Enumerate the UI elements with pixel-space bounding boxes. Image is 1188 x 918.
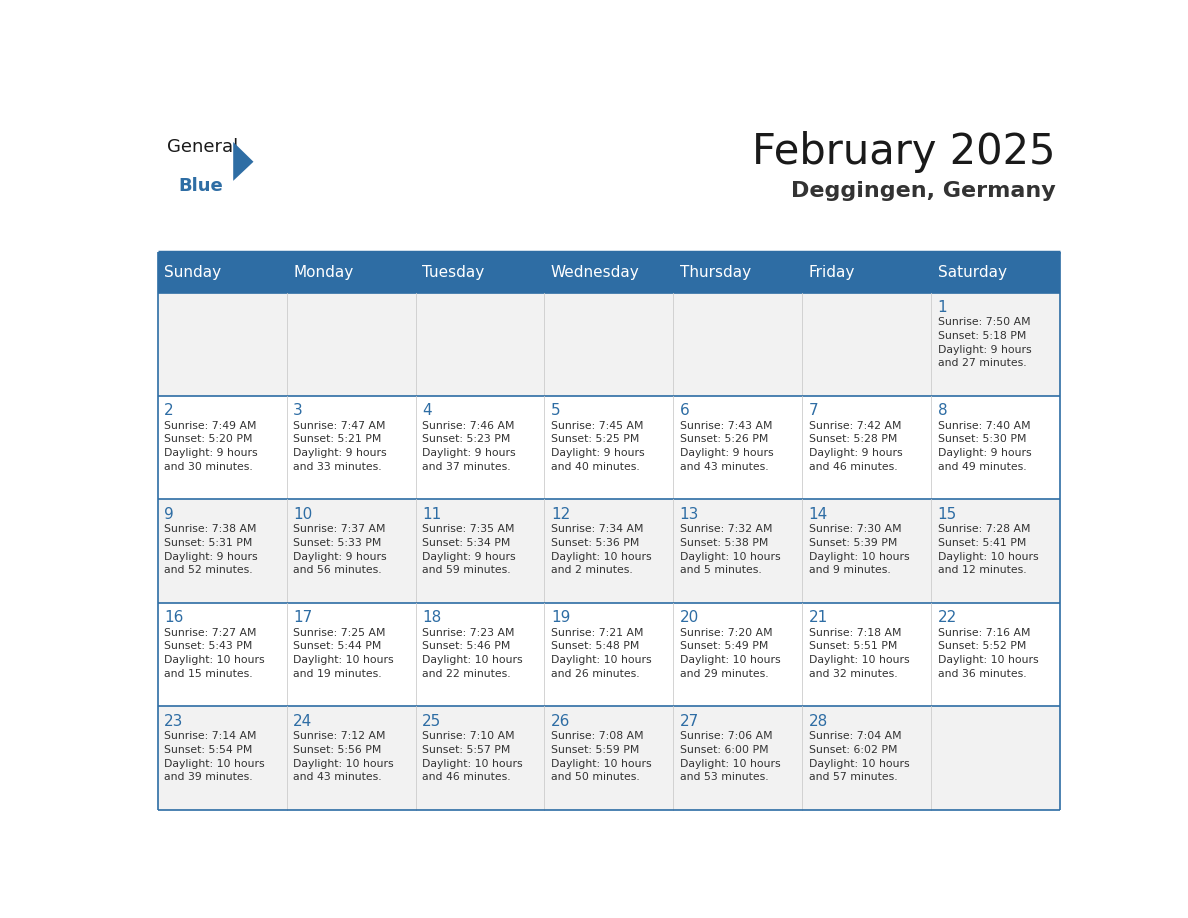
Text: Friday: Friday bbox=[809, 264, 855, 279]
Bar bbox=[674, 252, 802, 293]
Text: 16: 16 bbox=[164, 610, 183, 625]
Text: 4: 4 bbox=[422, 403, 431, 419]
Text: Sunrise: 7:20 AM
Sunset: 5:49 PM
Daylight: 10 hours
and 29 minutes.: Sunrise: 7:20 AM Sunset: 5:49 PM Dayligh… bbox=[680, 628, 781, 678]
Text: Wednesday: Wednesday bbox=[551, 264, 639, 279]
Text: Sunrise: 7:40 AM
Sunset: 5:30 PM
Daylight: 9 hours
and 49 minutes.: Sunrise: 7:40 AM Sunset: 5:30 PM Dayligh… bbox=[937, 420, 1031, 472]
Text: 14: 14 bbox=[809, 507, 828, 521]
Text: Sunrise: 7:37 AM
Sunset: 5:33 PM
Daylight: 9 hours
and 56 minutes.: Sunrise: 7:37 AM Sunset: 5:33 PM Dayligh… bbox=[293, 524, 386, 576]
Text: Sunrise: 7:23 AM
Sunset: 5:46 PM
Daylight: 10 hours
and 22 minutes.: Sunrise: 7:23 AM Sunset: 5:46 PM Dayligh… bbox=[422, 628, 523, 678]
Text: Sunrise: 7:47 AM
Sunset: 5:21 PM
Daylight: 9 hours
and 33 minutes.: Sunrise: 7:47 AM Sunset: 5:21 PM Dayligh… bbox=[293, 420, 386, 472]
Bar bbox=[158, 707, 1060, 810]
Text: 18: 18 bbox=[422, 610, 441, 625]
Text: Sunrise: 7:18 AM
Sunset: 5:51 PM
Daylight: 10 hours
and 32 minutes.: Sunrise: 7:18 AM Sunset: 5:51 PM Dayligh… bbox=[809, 628, 909, 678]
Bar bbox=[158, 396, 1060, 499]
Text: 10: 10 bbox=[293, 507, 312, 521]
Text: 15: 15 bbox=[937, 507, 956, 521]
Bar bbox=[931, 252, 1060, 293]
Text: 8: 8 bbox=[937, 403, 947, 419]
Text: 1: 1 bbox=[937, 300, 947, 315]
Text: 25: 25 bbox=[422, 713, 441, 729]
Text: Sunrise: 7:21 AM
Sunset: 5:48 PM
Daylight: 10 hours
and 26 minutes.: Sunrise: 7:21 AM Sunset: 5:48 PM Dayligh… bbox=[551, 628, 651, 678]
Text: Sunrise: 7:42 AM
Sunset: 5:28 PM
Daylight: 9 hours
and 46 minutes.: Sunrise: 7:42 AM Sunset: 5:28 PM Dayligh… bbox=[809, 420, 902, 472]
Text: Sunrise: 7:14 AM
Sunset: 5:54 PM
Daylight: 10 hours
and 39 minutes.: Sunrise: 7:14 AM Sunset: 5:54 PM Dayligh… bbox=[164, 732, 265, 782]
Text: Sunrise: 7:25 AM
Sunset: 5:44 PM
Daylight: 10 hours
and 19 minutes.: Sunrise: 7:25 AM Sunset: 5:44 PM Dayligh… bbox=[293, 628, 393, 678]
Text: Tuesday: Tuesday bbox=[422, 264, 485, 279]
Text: 26: 26 bbox=[551, 713, 570, 729]
Text: Sunrise: 7:04 AM
Sunset: 6:02 PM
Daylight: 10 hours
and 57 minutes.: Sunrise: 7:04 AM Sunset: 6:02 PM Dayligh… bbox=[809, 732, 909, 782]
Text: Sunrise: 7:27 AM
Sunset: 5:43 PM
Daylight: 10 hours
and 15 minutes.: Sunrise: 7:27 AM Sunset: 5:43 PM Dayligh… bbox=[164, 628, 265, 678]
Text: Sunrise: 7:32 AM
Sunset: 5:38 PM
Daylight: 10 hours
and 5 minutes.: Sunrise: 7:32 AM Sunset: 5:38 PM Dayligh… bbox=[680, 524, 781, 576]
Text: Sunrise: 7:46 AM
Sunset: 5:23 PM
Daylight: 9 hours
and 37 minutes.: Sunrise: 7:46 AM Sunset: 5:23 PM Dayligh… bbox=[422, 420, 516, 472]
Text: 27: 27 bbox=[680, 713, 699, 729]
Text: Sunrise: 7:38 AM
Sunset: 5:31 PM
Daylight: 9 hours
and 52 minutes.: Sunrise: 7:38 AM Sunset: 5:31 PM Dayligh… bbox=[164, 524, 258, 576]
Bar bbox=[158, 293, 1060, 396]
Text: Thursday: Thursday bbox=[680, 264, 751, 279]
Text: Sunday: Sunday bbox=[164, 264, 221, 279]
Text: 6: 6 bbox=[680, 403, 689, 419]
Text: 19: 19 bbox=[551, 610, 570, 625]
Text: General: General bbox=[166, 139, 238, 156]
Text: 13: 13 bbox=[680, 507, 699, 521]
Text: Sunrise: 7:50 AM
Sunset: 5:18 PM
Daylight: 9 hours
and 27 minutes.: Sunrise: 7:50 AM Sunset: 5:18 PM Dayligh… bbox=[937, 318, 1031, 368]
Text: 17: 17 bbox=[293, 610, 312, 625]
Text: Sunrise: 7:12 AM
Sunset: 5:56 PM
Daylight: 10 hours
and 43 minutes.: Sunrise: 7:12 AM Sunset: 5:56 PM Dayligh… bbox=[293, 732, 393, 782]
Text: Deggingen, Germany: Deggingen, Germany bbox=[791, 181, 1055, 201]
Text: 12: 12 bbox=[551, 507, 570, 521]
Text: Sunrise: 7:16 AM
Sunset: 5:52 PM
Daylight: 10 hours
and 36 minutes.: Sunrise: 7:16 AM Sunset: 5:52 PM Dayligh… bbox=[937, 628, 1038, 678]
Text: 3: 3 bbox=[293, 403, 303, 419]
Text: Sunrise: 7:08 AM
Sunset: 5:59 PM
Daylight: 10 hours
and 50 minutes.: Sunrise: 7:08 AM Sunset: 5:59 PM Dayligh… bbox=[551, 732, 651, 782]
Text: Sunrise: 7:45 AM
Sunset: 5:25 PM
Daylight: 9 hours
and 40 minutes.: Sunrise: 7:45 AM Sunset: 5:25 PM Dayligh… bbox=[551, 420, 644, 472]
Text: Monday: Monday bbox=[293, 264, 353, 279]
Text: Sunrise: 7:35 AM
Sunset: 5:34 PM
Daylight: 9 hours
and 59 minutes.: Sunrise: 7:35 AM Sunset: 5:34 PM Dayligh… bbox=[422, 524, 516, 576]
Bar bbox=[158, 252, 286, 293]
Text: Sunrise: 7:34 AM
Sunset: 5:36 PM
Daylight: 10 hours
and 2 minutes.: Sunrise: 7:34 AM Sunset: 5:36 PM Dayligh… bbox=[551, 524, 651, 576]
Polygon shape bbox=[233, 142, 253, 181]
Bar bbox=[416, 252, 544, 293]
Text: 11: 11 bbox=[422, 507, 441, 521]
Text: Saturday: Saturday bbox=[937, 264, 1006, 279]
Text: 28: 28 bbox=[809, 713, 828, 729]
Text: 9: 9 bbox=[164, 507, 173, 521]
Text: Blue: Blue bbox=[178, 177, 222, 196]
Text: Sunrise: 7:30 AM
Sunset: 5:39 PM
Daylight: 10 hours
and 9 minutes.: Sunrise: 7:30 AM Sunset: 5:39 PM Dayligh… bbox=[809, 524, 909, 576]
Text: 7: 7 bbox=[809, 403, 819, 419]
Bar bbox=[158, 603, 1060, 707]
Text: 2: 2 bbox=[164, 403, 173, 419]
Text: 23: 23 bbox=[164, 713, 183, 729]
Bar bbox=[286, 252, 416, 293]
Text: Sunrise: 7:10 AM
Sunset: 5:57 PM
Daylight: 10 hours
and 46 minutes.: Sunrise: 7:10 AM Sunset: 5:57 PM Dayligh… bbox=[422, 732, 523, 782]
Text: Sunrise: 7:43 AM
Sunset: 5:26 PM
Daylight: 9 hours
and 43 minutes.: Sunrise: 7:43 AM Sunset: 5:26 PM Dayligh… bbox=[680, 420, 773, 472]
Bar bbox=[158, 499, 1060, 603]
Text: 5: 5 bbox=[551, 403, 561, 419]
Text: February 2025: February 2025 bbox=[752, 131, 1055, 174]
Text: Sunrise: 7:28 AM
Sunset: 5:41 PM
Daylight: 10 hours
and 12 minutes.: Sunrise: 7:28 AM Sunset: 5:41 PM Dayligh… bbox=[937, 524, 1038, 576]
Bar bbox=[544, 252, 674, 293]
Text: 24: 24 bbox=[293, 713, 312, 729]
Text: 22: 22 bbox=[937, 610, 956, 625]
Text: 21: 21 bbox=[809, 610, 828, 625]
Bar bbox=[802, 252, 931, 293]
Text: 20: 20 bbox=[680, 610, 699, 625]
Text: Sunrise: 7:49 AM
Sunset: 5:20 PM
Daylight: 9 hours
and 30 minutes.: Sunrise: 7:49 AM Sunset: 5:20 PM Dayligh… bbox=[164, 420, 258, 472]
Text: Sunrise: 7:06 AM
Sunset: 6:00 PM
Daylight: 10 hours
and 53 minutes.: Sunrise: 7:06 AM Sunset: 6:00 PM Dayligh… bbox=[680, 732, 781, 782]
